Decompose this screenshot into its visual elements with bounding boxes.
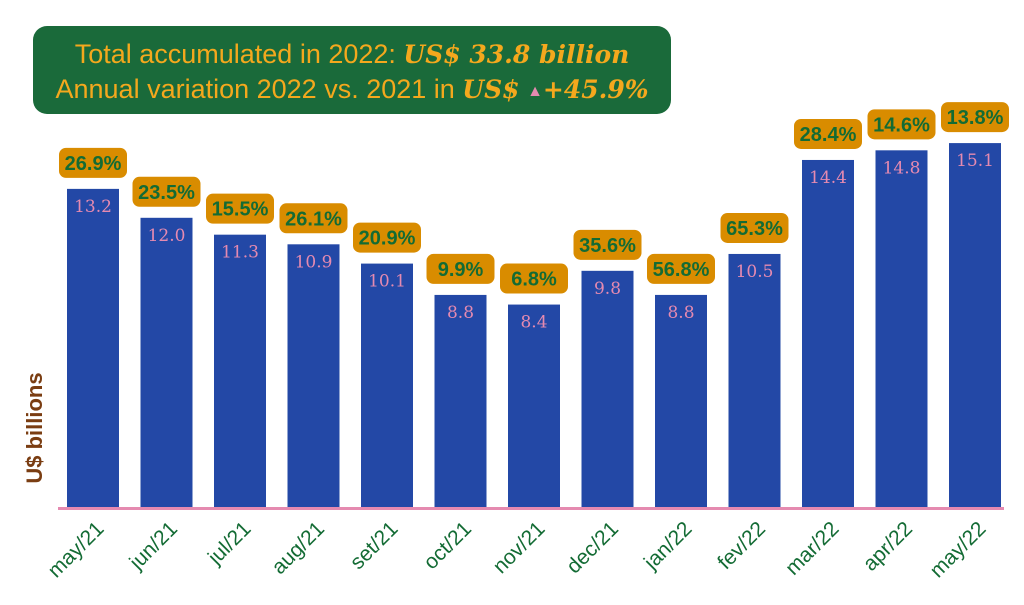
bar-value-label: 11.3 <box>221 243 259 263</box>
pct-label: 28.4% <box>800 124 857 146</box>
x-tick-label: dec/21 <box>562 517 623 578</box>
bars: 13.2 26.9% may/21 12.0 23.5% jun/21 11.3 15.5% j… <box>44 102 1009 582</box>
accumulated-value: US$ 33.8 billion <box>403 40 630 69</box>
pct-label: 26.9% <box>65 153 122 175</box>
x-tick-label: fev/22 <box>713 517 770 574</box>
pct-badge <box>867 109 936 140</box>
x-tick-label: may/21 <box>44 517 109 582</box>
bar <box>67 188 119 507</box>
x-tick-label: nov/21 <box>489 517 550 578</box>
accumulated-label: Total accumulated in 2022: <box>74 39 404 69</box>
summary-line-accumulated: Total accumulated in 2022: US$ 33.8 bill… <box>33 37 671 72</box>
x-tick-label: aug/21 <box>267 517 329 579</box>
bar <box>655 294 707 507</box>
pct-badge <box>206 193 274 224</box>
bar <box>728 253 781 507</box>
x-tick-label: jul/21 <box>203 517 255 569</box>
pct-badge <box>426 253 495 284</box>
pct-label: 65.3% <box>726 218 783 240</box>
bar <box>949 143 1001 507</box>
x-tick-label: may/22 <box>926 517 991 582</box>
bar <box>361 263 413 507</box>
bar-value-label: 12.0 <box>148 226 186 246</box>
pct-badge <box>279 203 348 234</box>
bar-value-label: 14.8 <box>883 158 921 178</box>
pct-badge <box>573 229 642 260</box>
bar <box>508 304 560 507</box>
x-tick-label: mar/22 <box>781 517 843 579</box>
bar-value-label: 14.4 <box>809 168 847 188</box>
x-tick-label: apr/22 <box>859 517 917 575</box>
pct-badge <box>720 212 789 243</box>
x-tick-label: oct/21 <box>419 517 476 574</box>
pct-label: 35.6% <box>579 235 636 257</box>
x-tick-label: jun/21 <box>125 517 182 574</box>
bar <box>140 217 193 508</box>
bar <box>581 270 634 507</box>
pct-label: 9.9% <box>438 259 484 281</box>
bar-value-label: 8.4 <box>520 313 547 333</box>
pct-label: 56.8% <box>653 259 710 281</box>
y-axis-label: U$ billions <box>22 372 47 483</box>
pct-badge <box>59 147 127 178</box>
bar <box>287 244 340 507</box>
up-arrow-icon: ▲ <box>527 83 543 100</box>
bar-value-label: 9.8 <box>594 279 621 299</box>
variation-currency: US$ <box>462 75 520 104</box>
bar-value-label: 10.5 <box>736 262 774 282</box>
pct-badge <box>941 102 1009 133</box>
pct-label: 20.9% <box>359 228 416 250</box>
bar-value-label: 10.1 <box>368 272 406 292</box>
x-tick-label: jan/22 <box>639 517 696 574</box>
bar <box>802 159 854 507</box>
variation-label: Annual variation 2022 vs. 2021 in <box>55 74 463 104</box>
x-tick-label: set/21 <box>346 517 403 574</box>
pct-label: 13.8% <box>947 107 1004 129</box>
bar-value-label: 10.9 <box>295 252 333 272</box>
pct-label: 15.5% <box>212 199 269 221</box>
bar-value-label: 13.2 <box>74 197 112 217</box>
bar <box>875 150 928 507</box>
variation-value: +45.9% <box>542 75 649 104</box>
pct-badge <box>647 253 715 284</box>
pct-label: 6.8% <box>511 269 557 291</box>
bar-value-label: 8.8 <box>667 303 694 323</box>
pct-label: 23.5% <box>138 182 195 204</box>
bar <box>214 234 266 508</box>
bar-value-label: 8.8 <box>447 303 474 323</box>
pct-badge <box>500 263 568 294</box>
bar <box>434 294 487 507</box>
pct-label: 14.6% <box>873 114 930 136</box>
pct-badge <box>794 118 862 149</box>
pct-label: 26.1% <box>285 208 342 230</box>
bar-value-label: 15.1 <box>956 151 994 171</box>
pct-badge <box>132 176 201 207</box>
pct-badge <box>353 222 421 253</box>
summary-banner: Total accumulated in 2022: US$ 33.8 bill… <box>33 26 671 114</box>
summary-line-variation: Annual variation 2022 vs. 2021 in US$ ▲+… <box>33 72 671 109</box>
